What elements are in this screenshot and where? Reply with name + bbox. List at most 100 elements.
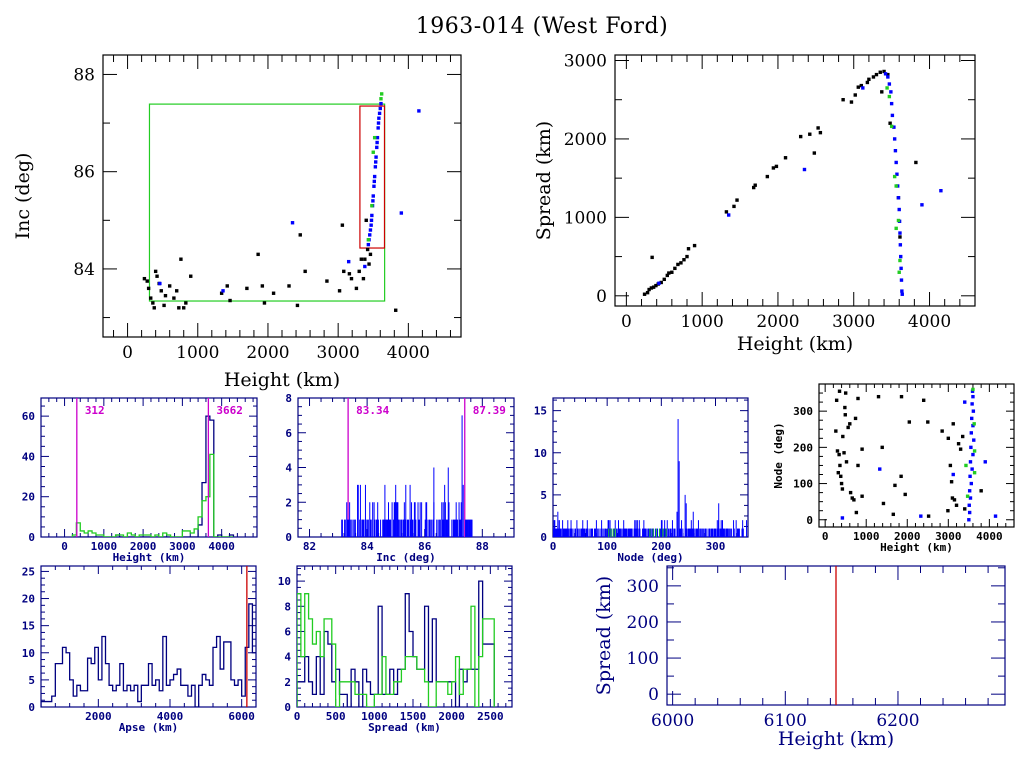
plot-frame: [102, 54, 462, 338]
histogram-bar: [592, 528, 593, 537]
x-tick-label: 4000: [387, 343, 430, 363]
x-tick-label: 86: [418, 540, 432, 553]
data-point-black: [167, 284, 172, 288]
data-point-blue: [919, 514, 923, 518]
data-point-black: [843, 413, 847, 417]
histogram-bar: [567, 520, 569, 537]
data-point-blue: [993, 514, 998, 518]
histogram-bar: [608, 528, 610, 537]
histogram-bar: [359, 519, 361, 537]
histogram-bar: [578, 528, 580, 537]
y-tick-label: 15: [534, 405, 547, 418]
data-point-black: [808, 132, 812, 136]
histogram-bar: [742, 520, 744, 537]
data-point-black: [926, 514, 931, 518]
y-tick-label: 100: [627, 649, 659, 669]
data-point-green: [896, 218, 901, 223]
histogram-bar: [634, 520, 636, 537]
histogram-bar: [562, 520, 564, 537]
data-point-black: [898, 235, 902, 239]
histogram-bar: [735, 520, 737, 537]
histogram-bar: [715, 528, 717, 537]
histogram-bar: [367, 519, 369, 537]
histogram-bar: [688, 528, 690, 537]
histogram-bar: [409, 484, 411, 537]
histogram-bar: [560, 528, 562, 537]
histogram-bar: [388, 502, 389, 537]
marker-label: 3662: [216, 404, 243, 417]
data-point-blue: [969, 445, 973, 450]
histogram-bar: [722, 520, 723, 537]
x-axis-label: Height (km): [737, 333, 853, 355]
data-point-blue: [379, 101, 383, 106]
data-point-black: [287, 284, 291, 288]
histogram-bar: [352, 519, 354, 537]
data-point-black: [946, 436, 951, 441]
data-point-black: [891, 512, 896, 517]
data-point-blue: [894, 160, 898, 165]
y-tick-label: 0: [540, 531, 547, 544]
data-point-black: [860, 447, 864, 451]
y-tick-label: 200: [793, 441, 813, 454]
y-tick-label: 0: [285, 531, 292, 544]
y-tick-label: 0: [28, 701, 35, 714]
histogram-bar: [385, 519, 387, 537]
histogram-bar: [590, 528, 592, 537]
data-point-green: [366, 238, 371, 242]
data-point-blue: [377, 111, 382, 116]
data-point-green: [971, 387, 975, 392]
histogram-bar: [663, 528, 665, 537]
data-point-blue: [657, 281, 661, 285]
data-point-black: [228, 298, 232, 303]
data-point-blue: [890, 113, 895, 118]
histogram-bar: [688, 528, 690, 537]
chart-height-histogram: 0 1000 2000 3000 4000 0 20 40 60 Height (km) 312 36…: [22, 397, 258, 564]
y-tick-label: 40: [22, 450, 35, 463]
data-point-blue: [970, 389, 975, 393]
data-point-black: [774, 164, 779, 169]
data-point-blue: [369, 223, 373, 227]
data-point-green: [889, 124, 894, 129]
data-point-black: [146, 286, 151, 291]
data-point-black: [271, 291, 276, 295]
histogram-bar: [377, 519, 379, 537]
data-point-black: [886, 72, 890, 77]
histogram-bar: [708, 528, 710, 537]
plot-area: [553, 419, 748, 537]
histogram-bar: [375, 519, 377, 537]
page-title: 1963-014 (West Ford): [415, 14, 669, 39]
data-point-blue: [372, 184, 376, 188]
x-tick-label: 300: [706, 540, 726, 553]
histogram-bar: [433, 467, 435, 537]
data-point-black: [843, 391, 848, 395]
data-point-black: [245, 286, 249, 291]
histogram-bar: [388, 519, 390, 537]
data-point-blue: [878, 467, 882, 471]
histogram-bar: [426, 502, 428, 537]
x-tick-label: 0: [550, 540, 557, 553]
data-point-black: [359, 257, 364, 261]
histogram-bar: [431, 519, 433, 537]
data-point-black: [903, 492, 907, 497]
histogram-bar: [413, 502, 415, 537]
plot-area: [71, 398, 235, 537]
histogram-bar: [630, 528, 632, 537]
data-point-black: [834, 398, 839, 402]
histogram-bar: [394, 502, 396, 537]
histogram-bar: [560, 528, 562, 537]
histogram-bar: [556, 528, 558, 537]
histogram-bar: [346, 519, 348, 537]
data-point-blue: [374, 160, 378, 164]
data-point-black: [852, 498, 856, 502]
y-tick-label: 25: [22, 565, 35, 578]
data-point-black: [841, 98, 845, 102]
histogram-bar: [706, 528, 708, 537]
histogram-bar: [692, 528, 694, 537]
data-point-black: [685, 254, 689, 259]
data-point-black: [859, 83, 864, 88]
x-tick-label: 100: [597, 540, 617, 553]
histogram-bar: [605, 528, 606, 537]
data-point-blue: [969, 481, 974, 486]
histogram-bar: [671, 520, 673, 537]
y-tick-label: 8: [284, 600, 291, 613]
